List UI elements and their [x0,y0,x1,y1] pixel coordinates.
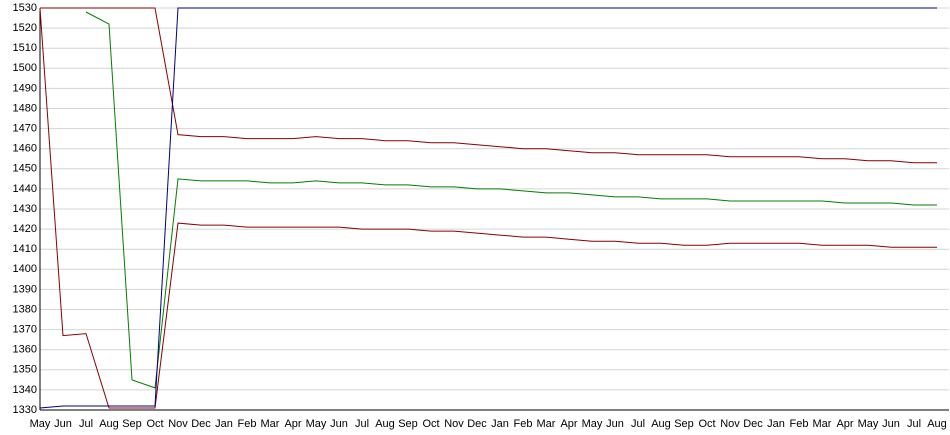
y-tick-label: 1330 [13,404,37,416]
x-tick-label: Feb [790,418,809,430]
y-tick-label: 1350 [13,364,37,376]
x-tick-label: Sep [398,418,418,430]
x-tick-label: Mar [537,418,556,430]
x-tick-label: Apr [560,418,577,430]
y-tick-label: 1460 [13,143,37,155]
y-tick-label: 1520 [13,22,37,34]
x-tick-label: Mar [261,418,280,430]
series-line [40,7,937,164]
x-tick-label: Jun [882,418,900,430]
x-tick-label: Sep [122,418,142,430]
x-tick-label: Dec [191,418,211,430]
x-tick-label: May [306,418,327,430]
x-tick-label: Aug [99,418,119,430]
series-line [85,11,937,389]
y-tick-label: 1530 [13,2,37,14]
y-tick-label: 1340 [13,384,37,396]
x-tick-label: Oct [698,418,715,430]
x-tick-label: Aug [927,418,947,430]
x-tick-label: Nov [168,418,188,430]
x-tick-label: Nov [444,418,464,430]
x-tick-label: Jun [54,418,72,430]
x-tick-label: Jan [767,418,785,430]
y-tick-label: 1360 [13,344,37,356]
y-tick-label: 1370 [13,324,37,336]
x-tick-label: Dec [467,418,487,430]
x-tick-label: Jun [330,418,348,430]
x-tick-label: Aug [375,418,395,430]
x-tick-label: Feb [514,418,533,430]
x-tick-label: Jul [631,418,645,430]
series-line [39,7,937,409]
y-tick-label: 1400 [13,263,37,275]
x-tick-label: Mar [813,418,832,430]
x-tick-label: Apr [836,418,853,430]
y-tick-label: 1440 [13,183,37,195]
x-tick-label: Jul [79,418,93,430]
y-tick-label: 1380 [13,303,37,315]
x-tick-label: Aug [651,418,671,430]
x-tick-label: Jan [215,418,233,430]
x-tick-label: Sep [674,418,694,430]
x-tick-label: May [30,418,51,430]
y-tick-label: 1510 [13,42,37,54]
y-tick-label: 1490 [13,82,37,94]
x-tick-label: Feb [238,418,257,430]
x-tick-label: Oct [422,418,439,430]
x-tick-label: Apr [284,418,301,430]
y-tick-label: 1470 [13,123,37,135]
y-tick-label: 1430 [13,203,37,215]
y-tick-label: 1450 [13,163,37,175]
y-tick-label: 1420 [13,223,37,235]
x-tick-label: May [858,418,879,430]
series-line [39,7,937,409]
y-tick-label: 1390 [13,283,37,295]
y-tick-label: 1500 [13,62,37,74]
x-tick-label: Dec [743,418,763,430]
x-tick-label: Jul [355,418,369,430]
y-tick-label: 1410 [13,243,37,255]
x-tick-label: Jul [907,418,921,430]
x-tick-label: Jan [491,418,509,430]
x-tick-label: Jun [606,418,624,430]
x-tick-label: Nov [720,418,740,430]
x-tick-label: May [582,418,603,430]
y-tick-label: 1480 [13,102,37,114]
x-tick-label: Oct [146,418,163,430]
